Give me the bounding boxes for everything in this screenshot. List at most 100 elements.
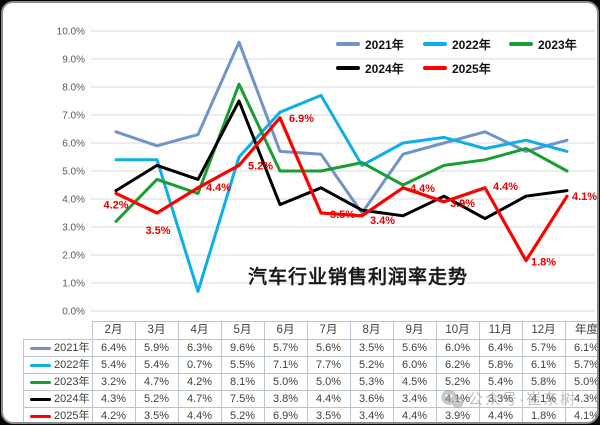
row-swatch-icon <box>30 397 52 401</box>
table-cell: 5.2% <box>435 373 480 391</box>
table-cell: 4.1% <box>521 390 566 408</box>
table-cell: 7.7% <box>306 356 351 374</box>
y-axis-label: 0.0% <box>62 307 85 318</box>
table-cell: 6.4% <box>91 339 136 357</box>
series-line-2025年 <box>114 116 569 263</box>
table-cell: 3.3% <box>478 390 523 408</box>
table-cell: 5.6% <box>392 339 437 357</box>
y-axis-label: 9.0% <box>62 55 85 66</box>
table-col-header: 12月 <box>521 321 566 340</box>
row-swatch-icon <box>30 346 52 350</box>
table-cell: 4.4% <box>478 407 523 422</box>
data-label: 4.4% <box>493 181 518 193</box>
table-cell: 3.5% <box>306 407 351 422</box>
table-cell: 3.4% <box>349 407 394 422</box>
table-cell: 6.0% <box>392 356 437 374</box>
y-axis-label: 8.0% <box>62 83 85 94</box>
table-cell: 1.8% <box>521 407 566 422</box>
table-cell: 3.2% <box>91 373 136 391</box>
table-cell: 5.2% <box>349 356 394 374</box>
legend-swatch-icon <box>336 42 360 46</box>
table-cell: 0.7% <box>177 356 222 374</box>
row-label: 2025年 <box>54 410 90 422</box>
table-row-2021年: 2021年 6.4% 5.9% 6.3% 9.6% 5.7% 5.6% 3.5% 5.6% 6.0… <box>23 339 597 357</box>
table-cell: 4.1% <box>564 407 597 422</box>
table-row-header: 2022年 <box>23 356 93 374</box>
row-label: 2023年 <box>54 376 90 388</box>
table-col-header: 5月 <box>220 321 265 340</box>
legend-swatch-icon <box>509 42 533 46</box>
table-cell: 5.0% <box>564 373 597 391</box>
legend-label: 2023年 <box>538 37 577 52</box>
row-label: 2022年 <box>54 359 90 371</box>
table-col-header: 11月 <box>478 321 523 340</box>
series-line-2023年 <box>114 82 569 223</box>
legend-item-2021年: 2021年 <box>336 36 404 52</box>
legend-item-2025年: 2025年 <box>423 60 491 76</box>
legend-label: 2025年 <box>452 61 491 76</box>
table-row-2022年: 2022年 5.4% 5.4% 0.7% 5.5% 7.1% 7.7% 5.2% 6.0% 6.2… <box>23 356 597 374</box>
table-corner-cell <box>23 321 93 340</box>
table-cell: 3.5% <box>134 407 179 422</box>
table-cell: 5.7% <box>521 339 566 357</box>
table-cell: 4.3% <box>91 390 136 408</box>
table-cell: 4.4% <box>306 390 351 408</box>
data-table: 2月 3月 4月 5月 6月 7月 8月 9月 10月 11月 12月 年度 2021年 6.4% 5.9%… <box>23 321 597 422</box>
legend-item-2022年: 2022年 <box>423 36 491 52</box>
table-cell: 5.8% <box>478 356 523 374</box>
table-cell: 7.5% <box>220 390 265 408</box>
table-cell: 5.7% <box>263 339 308 357</box>
data-label: 3.5% <box>145 225 170 237</box>
legend-label: 2024年 <box>365 61 404 76</box>
table-cell: 5.2% <box>220 407 265 422</box>
table-col-header: 2月 <box>91 321 136 340</box>
legend-swatch-icon <box>423 66 447 70</box>
data-label: 6.9% <box>289 113 314 125</box>
y-axis-label: 5.0% <box>62 167 85 178</box>
row-label: 2024年 <box>54 393 90 405</box>
table-row-header: 2025年 <box>23 407 93 422</box>
table-cell: 5.6% <box>306 339 351 357</box>
table-cell: 6.0% <box>435 339 480 357</box>
table-cell: 6.4% <box>478 339 523 357</box>
legend-swatch-icon <box>336 66 360 70</box>
table-header-row: 2月 3月 4月 5月 6月 7月 8月 9月 10月 11月 12月 年度 <box>23 321 597 340</box>
data-label: 4.1% <box>572 191 597 203</box>
data-label: 1.8% <box>531 257 556 269</box>
table-cell: 4.5% <box>392 373 437 391</box>
table-row-2024年: 2024年 4.3% 5.2% 4.7% 7.5% 3.8% 4.4% 3.6% 3.4% 4.1… <box>23 390 597 408</box>
series-line-2021年 <box>114 40 569 215</box>
table-row-2023年: 2023年 3.2% 4.7% 4.2% 8.1% 5.0% 5.0% 5.3% 4.5% 5.2… <box>23 373 597 391</box>
data-label: 4.4% <box>410 183 435 195</box>
y-axis-label: 6.0% <box>62 139 85 150</box>
table-cell: 4.4% <box>177 407 222 422</box>
table-cell: 5.0% <box>306 373 351 391</box>
row-label: 2021年 <box>54 342 90 354</box>
series-line-2024年 <box>114 99 569 221</box>
series-line-2022年 <box>114 93 569 293</box>
table-cell: 9.6% <box>220 339 265 357</box>
table-col-header: 10月 <box>435 321 480 340</box>
legend-label: 2022年 <box>452 37 491 52</box>
y-axis-label: 4.0% <box>62 195 85 206</box>
table-cell: 8.1% <box>220 373 265 391</box>
table-cell: 6.9% <box>263 407 308 422</box>
y-axis-label: 3.0% <box>62 223 85 234</box>
table-cell: 3.9% <box>435 407 480 422</box>
table-cell: 4.2% <box>177 373 222 391</box>
table-cell: 5.5% <box>220 356 265 374</box>
table-cell: 6.1% <box>521 356 566 374</box>
y-axis-label: 7.0% <box>62 111 85 122</box>
table-cell: 6.1% <box>564 339 597 357</box>
table-cell: 5.4% <box>478 373 523 391</box>
table-cell: 4.7% <box>177 390 222 408</box>
y-axis-label: 10.0% <box>57 27 85 38</box>
table-cell: 5.7% <box>564 356 597 374</box>
table-row-header: 2021年 <box>23 339 93 357</box>
table-cell: 7.1% <box>263 356 308 374</box>
row-swatch-icon <box>30 363 52 367</box>
table-col-header: 7月 <box>306 321 351 340</box>
table-cell: 3.8% <box>263 390 308 408</box>
